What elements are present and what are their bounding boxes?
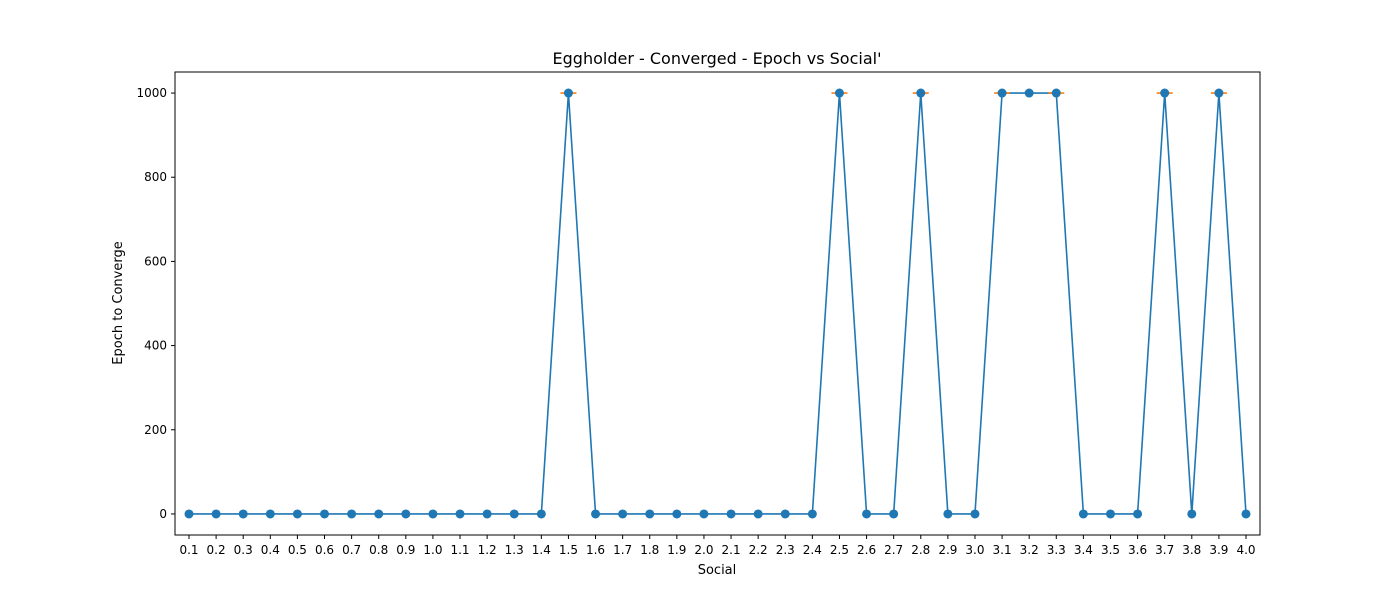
data-point bbox=[292, 509, 302, 519]
x-tick-label: 1.5 bbox=[559, 543, 578, 557]
x-tick-label: 2.8 bbox=[911, 543, 930, 557]
chart-marks bbox=[184, 88, 1251, 519]
y-tick-label: 800 bbox=[144, 170, 167, 184]
y-tick-label: 200 bbox=[144, 423, 167, 437]
series-line bbox=[189, 92, 1247, 515]
data-point bbox=[970, 509, 980, 519]
data-point bbox=[536, 509, 546, 519]
data-point bbox=[401, 509, 411, 519]
x-tick-label: 0.3 bbox=[234, 543, 253, 557]
x-tick-label: 1.9 bbox=[667, 543, 686, 557]
x-tick-label: 3.8 bbox=[1182, 543, 1201, 557]
data-point bbox=[618, 509, 628, 519]
x-tick-label: 2.7 bbox=[884, 543, 903, 557]
x-tick-label: 1.1 bbox=[450, 543, 469, 557]
data-point bbox=[834, 88, 844, 98]
x-tick-label: 0.6 bbox=[315, 543, 334, 557]
y-tick-label: 400 bbox=[144, 339, 167, 353]
x-tick-label: 0.9 bbox=[396, 543, 415, 557]
chart-title: Eggholder - Converged - Epoch vs Social' bbox=[553, 49, 882, 68]
x-axis-label: Social bbox=[698, 563, 737, 578]
x-tick-label: 1.3 bbox=[505, 543, 524, 557]
data-point bbox=[807, 509, 817, 519]
data-point bbox=[1051, 88, 1061, 98]
data-point bbox=[482, 509, 492, 519]
data-point bbox=[455, 509, 465, 519]
x-tick-label: 2.9 bbox=[938, 543, 957, 557]
x-tick-label: 3.1 bbox=[993, 543, 1012, 557]
x-tick-label: 3.7 bbox=[1155, 543, 1174, 557]
x-tick-label: 4.0 bbox=[1236, 543, 1255, 557]
x-tick-label: 0.8 bbox=[369, 543, 388, 557]
x-tick-label: 1.6 bbox=[586, 543, 605, 557]
x-tick-label: 1.2 bbox=[478, 543, 497, 557]
data-point bbox=[509, 509, 519, 519]
x-axis-ticks: 0.1 0.2 0.3 0.4 0.5 0.6 0.7 0.8 0.9 1.0 1.1 1.2 1.3 1… bbox=[179, 535, 1256, 557]
x-tick-label: 1.8 bbox=[640, 543, 659, 557]
x-tick-label: 3.0 bbox=[965, 543, 984, 557]
x-tick-label: 1.4 bbox=[532, 543, 551, 557]
data-point bbox=[184, 509, 194, 519]
data-point bbox=[862, 509, 872, 519]
x-tick-label: 0.2 bbox=[207, 543, 226, 557]
data-point bbox=[1241, 509, 1251, 519]
x-tick-label: 0.1 bbox=[179, 543, 198, 557]
y-tick-label: 600 bbox=[144, 254, 167, 268]
data-point bbox=[1187, 509, 1197, 519]
data-point bbox=[1024, 88, 1034, 98]
data-point bbox=[238, 509, 248, 519]
y-axis-ticks: 0 200 400 600 800 1000 bbox=[136, 86, 175, 521]
data-point bbox=[1214, 88, 1224, 98]
data-point bbox=[320, 509, 330, 519]
x-tick-label: 3.4 bbox=[1074, 543, 1093, 557]
data-point bbox=[374, 509, 384, 519]
x-tick-label: 2.4 bbox=[803, 543, 822, 557]
data-point bbox=[428, 509, 438, 519]
data-point bbox=[780, 509, 790, 519]
data-point bbox=[645, 509, 655, 519]
y-tick-label: 0 bbox=[159, 507, 167, 521]
x-tick-label: 3.3 bbox=[1047, 543, 1066, 557]
data-point bbox=[672, 509, 682, 519]
plot-area bbox=[174, 71, 1261, 536]
y-axis-label: Epoch to Converge bbox=[111, 241, 126, 364]
data-point bbox=[1160, 88, 1170, 98]
data-point bbox=[591, 509, 601, 519]
x-tick-label: 0.7 bbox=[342, 543, 361, 557]
data-point bbox=[347, 509, 357, 519]
data-point bbox=[889, 509, 899, 519]
x-tick-label: 2.5 bbox=[830, 543, 849, 557]
x-tick-label: 3.2 bbox=[1020, 543, 1039, 557]
x-tick-label: 2.2 bbox=[749, 543, 768, 557]
data-point bbox=[563, 88, 573, 98]
data-point bbox=[699, 509, 709, 519]
x-tick-label: 3.5 bbox=[1101, 543, 1120, 557]
data-point bbox=[997, 88, 1007, 98]
data-point bbox=[1105, 509, 1115, 519]
data-point bbox=[726, 509, 736, 519]
x-tick-label: 2.1 bbox=[722, 543, 741, 557]
data-point bbox=[1133, 509, 1143, 519]
x-tick-label: 2.0 bbox=[694, 543, 713, 557]
x-tick-label: 3.6 bbox=[1128, 543, 1147, 557]
data-point bbox=[1078, 509, 1088, 519]
data-point bbox=[211, 509, 221, 519]
data-point bbox=[753, 509, 763, 519]
x-tick-label: 2.6 bbox=[857, 543, 876, 557]
data-point bbox=[265, 509, 275, 519]
y-tick-label: 1000 bbox=[136, 86, 167, 100]
x-tick-label: 0.5 bbox=[288, 543, 307, 557]
x-tick-label: 3.9 bbox=[1209, 543, 1228, 557]
x-tick-label: 2.3 bbox=[776, 543, 795, 557]
data-point bbox=[943, 509, 953, 519]
data-point bbox=[916, 88, 926, 98]
x-tick-label: 1.7 bbox=[613, 543, 632, 557]
x-tick-label: 0.4 bbox=[261, 543, 280, 557]
x-tick-label: 1.0 bbox=[423, 543, 442, 557]
